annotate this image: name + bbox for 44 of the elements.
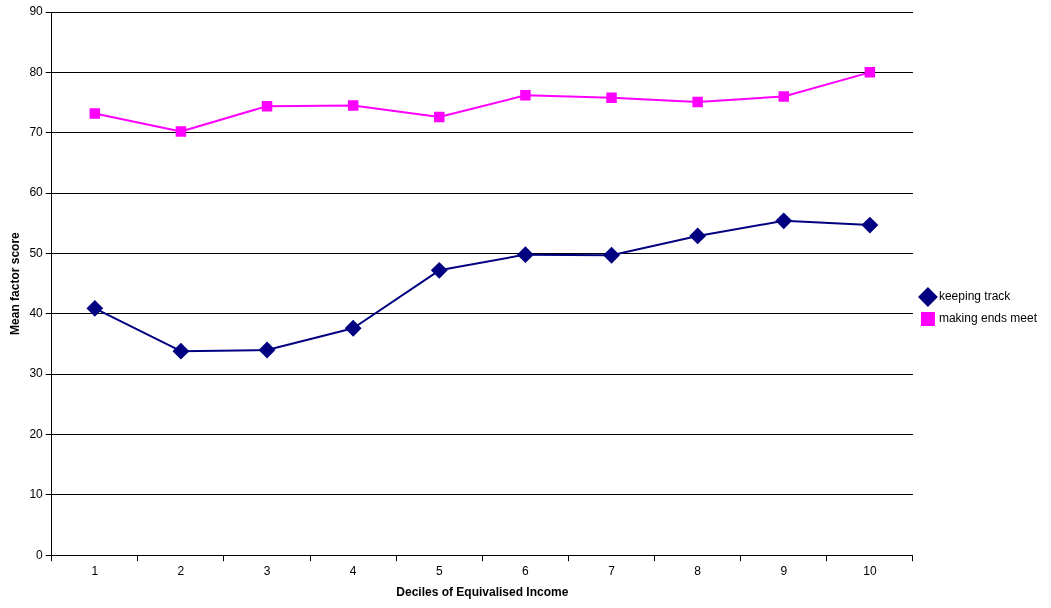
legend-label: making ends meet: [938, 311, 1038, 326]
point: [864, 67, 876, 78]
point: [692, 96, 703, 108]
y-tick-label: 60: [29, 185, 44, 200]
point: [431, 262, 448, 279]
y-tick-label: 10: [29, 487, 44, 502]
y-tick-label: 30: [29, 366, 44, 381]
point: [172, 343, 189, 360]
point: [89, 108, 101, 119]
point: [775, 212, 792, 229]
x-tick-label: 6: [522, 563, 530, 578]
x-tick-label: 1: [91, 563, 99, 578]
point: [345, 320, 362, 337]
y-tick-label: 0: [36, 547, 44, 562]
point: [520, 90, 531, 101]
y-tick-label: 50: [29, 245, 44, 260]
point: [347, 100, 359, 111]
y-tick-label: 80: [29, 64, 44, 79]
point: [259, 341, 276, 358]
point: [517, 246, 534, 263]
y-tick-label: 90: [29, 4, 44, 19]
point: [261, 100, 273, 112]
point: [606, 92, 617, 103]
point: [175, 126, 187, 137]
x-tick-label: 10: [863, 563, 877, 578]
y-tick-label: 40: [29, 306, 44, 321]
x-tick-label: 7: [608, 563, 616, 578]
point: [434, 111, 445, 123]
x-tick-label: 8: [694, 563, 702, 578]
x-axis-title: Deciles of Equivalised Income: [396, 585, 569, 600]
x-tick-label: 5: [435, 563, 443, 578]
point: [861, 217, 878, 234]
x-tick-label: 3: [263, 563, 271, 578]
y-tick-label: 20: [29, 426, 44, 441]
x-tick-label: 4: [349, 563, 357, 578]
point: [86, 300, 103, 317]
legend-label: keeping track: [938, 289, 1012, 304]
y-tick-label: 70: [29, 125, 44, 140]
point: [689, 227, 706, 244]
y-axis-title: Mean factor score: [7, 231, 22, 335]
point: [603, 247, 620, 264]
x-tick-label: 2: [177, 563, 185, 578]
point: [778, 91, 790, 102]
x-tick-label: 9: [780, 563, 788, 578]
